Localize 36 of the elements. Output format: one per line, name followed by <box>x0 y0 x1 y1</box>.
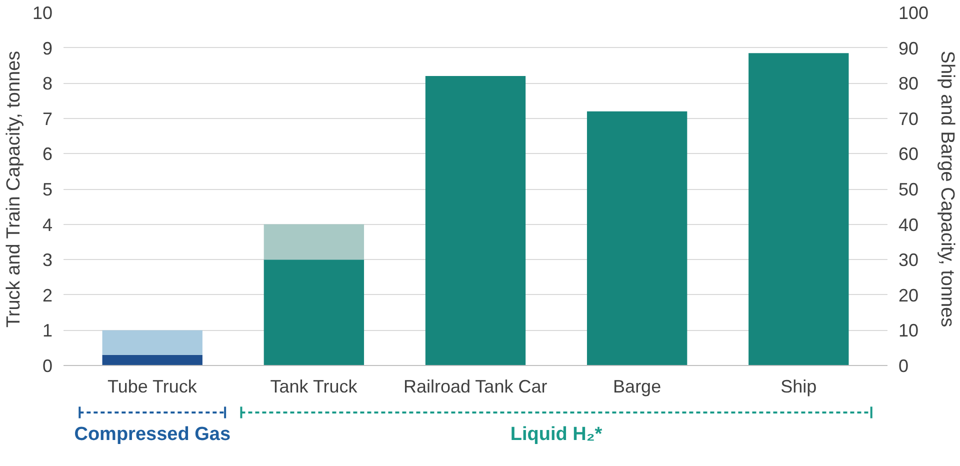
y2-tick-label: 50 <box>898 180 919 200</box>
bar <box>264 260 364 366</box>
y2-tick-label: 80 <box>898 74 919 94</box>
x-tick-label: Tank Truck <box>270 376 358 396</box>
y-axis-title: Truck and Train Capacity, tonnes <box>3 50 24 328</box>
y2-tick-label: 20 <box>898 285 919 306</box>
y-tick-label: 9 <box>42 38 53 58</box>
bar <box>264 224 364 260</box>
bar <box>102 330 202 355</box>
y2-tick-label: 60 <box>898 144 919 164</box>
y2-tick-label: 40 <box>898 214 919 235</box>
y2-tick-label: 10 <box>898 320 919 341</box>
bar <box>102 354 202 366</box>
x-tick-label: Barge <box>613 376 662 396</box>
y2-tick-label: 70 <box>898 108 919 129</box>
y-tick-label: 3 <box>42 250 53 270</box>
y-tick-label: 4 <box>42 214 53 235</box>
y-tick-label: 1 <box>42 320 53 341</box>
bar <box>425 76 526 366</box>
y-tick-label: 5 <box>42 180 53 200</box>
y2-tick-label: 30 <box>898 250 919 270</box>
y2-tick-label: 0 <box>898 356 909 376</box>
y2-tick-label: 100 <box>898 3 929 23</box>
y-tick-label: 0 <box>42 356 53 376</box>
y2-tick-label: 90 <box>898 38 919 58</box>
y-tick-label: 6 <box>42 144 53 164</box>
y-tick-label: 7 <box>42 108 53 129</box>
x-tick-label: Tube Truck <box>108 376 198 396</box>
y2-axis-title: Ship and Barge Capacity, tonnes <box>936 50 958 328</box>
text: Liquid H₂* <box>510 424 603 446</box>
y-tick-label: 8 <box>42 74 53 94</box>
x-tick-label: Railroad Tank Car <box>403 376 548 396</box>
text: Compressed Gas <box>74 424 231 446</box>
y-tick-label: 10 <box>32 3 53 23</box>
x-tick-label: Ship <box>780 376 817 396</box>
y-tick-label: 2 <box>42 285 53 306</box>
